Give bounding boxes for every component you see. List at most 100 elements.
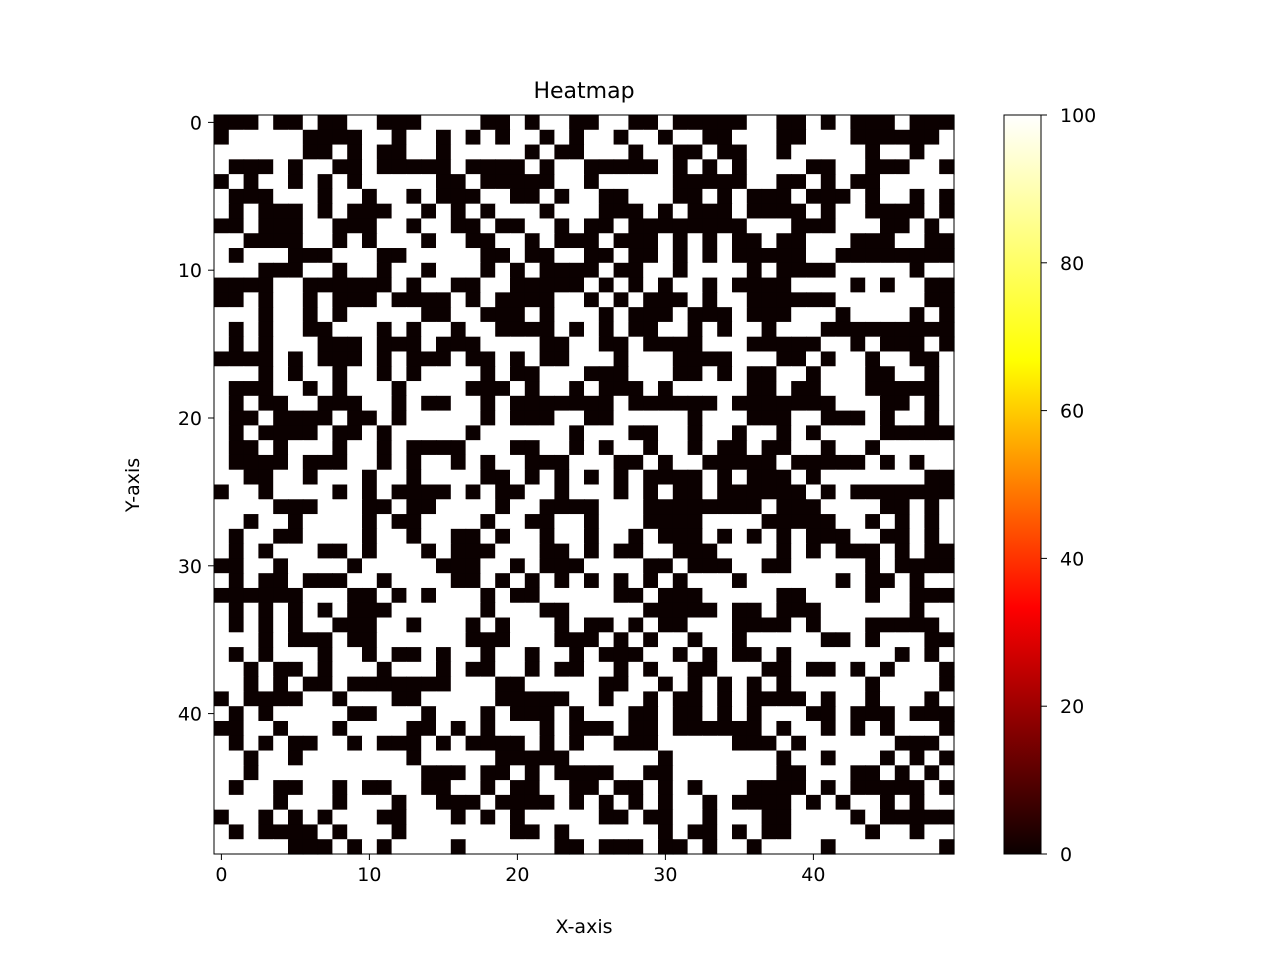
heatmap-cell — [525, 780, 540, 795]
x-tick-label: 10 — [357, 864, 381, 886]
heatmap-cell — [910, 411, 925, 426]
heatmap-cell — [273, 485, 288, 500]
heatmap-cell — [347, 618, 362, 633]
heatmap-cell — [599, 647, 614, 662]
heatmap-cell — [406, 248, 421, 263]
heatmap-cell — [599, 824, 614, 839]
heatmap-cell — [895, 485, 910, 500]
heatmap-cell — [495, 824, 510, 839]
heatmap-cell — [406, 425, 421, 440]
heatmap-cell — [332, 159, 347, 174]
heatmap-cell — [747, 278, 762, 293]
heatmap-cell — [525, 573, 540, 588]
heatmap-cell — [303, 765, 318, 780]
heatmap-cell — [880, 632, 895, 647]
heatmap-cell — [584, 233, 599, 248]
heatmap-cell — [643, 351, 658, 366]
heatmap-cell — [480, 337, 495, 352]
heatmap-cell — [303, 204, 318, 219]
heatmap-cell — [924, 411, 939, 426]
heatmap-cell — [436, 411, 451, 426]
heatmap-cell — [436, 322, 451, 337]
heatmap-cell — [436, 485, 451, 500]
heatmap-cell — [569, 839, 584, 854]
heatmap-cell — [717, 485, 732, 500]
heatmap-cell — [924, 278, 939, 293]
heatmap-cell — [569, 573, 584, 588]
heatmap-cell — [569, 174, 584, 189]
heatmap-cell — [525, 337, 540, 352]
heatmap-cell — [244, 573, 259, 588]
heatmap-cell — [821, 573, 836, 588]
heatmap-cell — [569, 544, 584, 559]
heatmap-cell — [880, 248, 895, 263]
heatmap-cell — [273, 647, 288, 662]
heatmap-cell — [258, 721, 273, 736]
heatmap-cell — [525, 263, 540, 278]
heatmap-cell — [880, 263, 895, 278]
heatmap-cell — [392, 366, 407, 381]
heatmap-cell — [288, 618, 303, 633]
heatmap-cell — [806, 691, 821, 706]
heatmap-cell — [628, 810, 643, 825]
heatmap-cell — [865, 159, 880, 174]
heatmap-cell — [688, 706, 703, 721]
heatmap-cell — [924, 824, 939, 839]
heatmap-cell — [214, 514, 229, 529]
x-axis-ticks: 0 10 20 30 40 — [215, 854, 825, 886]
heatmap-cell — [510, 145, 525, 160]
heatmap-cell — [806, 159, 821, 174]
heatmap-cell — [732, 736, 747, 751]
heatmap-cell — [406, 751, 421, 766]
heatmap-cell — [821, 204, 836, 219]
heatmap-cell — [836, 662, 851, 677]
heatmap-cell — [406, 647, 421, 662]
heatmap-cell — [850, 278, 865, 293]
heatmap-cell — [895, 765, 910, 780]
heatmap-cell — [895, 795, 910, 810]
heatmap-cell — [273, 248, 288, 263]
heatmap-cell — [776, 307, 791, 322]
heatmap-cell — [288, 381, 303, 396]
heatmap-cell — [865, 603, 880, 618]
heatmap-cell — [806, 780, 821, 795]
heatmap-cell — [880, 662, 895, 677]
heatmap-cell — [318, 588, 333, 603]
heatmap-cell — [924, 130, 939, 145]
heatmap-cell — [244, 810, 259, 825]
heatmap-cell — [288, 396, 303, 411]
heatmap-cell — [702, 470, 717, 485]
heatmap-cell — [421, 573, 436, 588]
heatmap-cell — [273, 174, 288, 189]
heatmap-cell — [732, 159, 747, 174]
heatmap-cell — [362, 632, 377, 647]
y-tick-label: 0 — [190, 112, 202, 134]
heatmap-cell — [362, 529, 377, 544]
heatmap-cell — [377, 573, 392, 588]
heatmap-cell — [599, 322, 614, 337]
heatmap-cell — [702, 795, 717, 810]
heatmap-cell — [673, 780, 688, 795]
heatmap-cell — [762, 440, 777, 455]
heatmap-cell — [303, 839, 318, 854]
heatmap-cell — [229, 351, 244, 366]
heatmap-cell — [540, 455, 555, 470]
heatmap-cell — [658, 677, 673, 692]
heatmap-cell — [762, 573, 777, 588]
heatmap-cell — [495, 691, 510, 706]
heatmap-cell — [273, 396, 288, 411]
heatmap-cell — [747, 292, 762, 307]
heatmap-cell — [910, 307, 925, 322]
heatmap-cell — [673, 218, 688, 233]
heatmap-cell — [762, 618, 777, 633]
heatmap-cell — [569, 351, 584, 366]
heatmap-cell — [436, 115, 451, 130]
heatmap-cell — [910, 248, 925, 263]
heatmap-cell — [466, 322, 481, 337]
heatmap-cell — [332, 396, 347, 411]
heatmap-cell — [614, 839, 629, 854]
heatmap-cell — [658, 470, 673, 485]
heatmap-cell — [791, 145, 806, 160]
heatmap-cell — [836, 647, 851, 662]
heatmap-cell — [347, 736, 362, 751]
